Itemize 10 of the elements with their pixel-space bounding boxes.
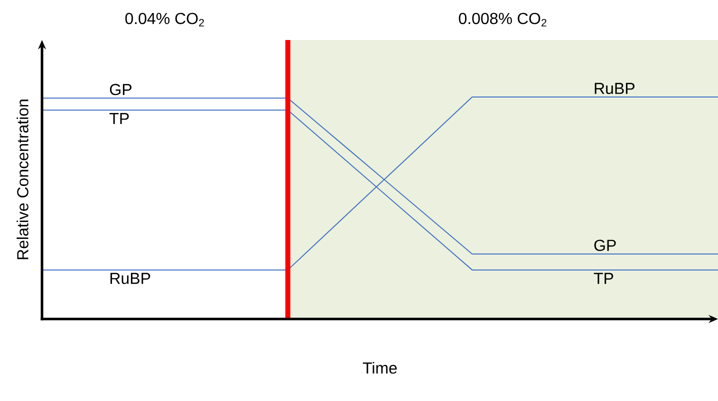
x-axis-title: Time	[362, 362, 397, 374]
text: GP	[594, 240, 616, 252]
text: TP	[110, 113, 129, 124]
text: 0.008% CO$_{2}$	[458, 12, 546, 26]
series-label: TP	[594, 272, 614, 284]
series-label: RuBP	[110, 272, 150, 284]
series-label: GP	[110, 84, 132, 96]
text: RuBP	[594, 82, 634, 94]
y-axis-title: Relative Concentration	[16, 100, 28, 260]
text: 0.04% CO$_{2}$	[125, 12, 204, 26]
